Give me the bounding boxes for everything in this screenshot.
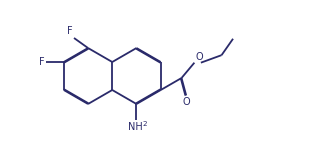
Text: NH: NH bbox=[128, 121, 143, 131]
Text: O: O bbox=[196, 52, 203, 62]
Text: 2: 2 bbox=[142, 121, 147, 127]
Text: F: F bbox=[67, 26, 73, 37]
Text: O: O bbox=[182, 97, 190, 107]
Text: F: F bbox=[39, 57, 45, 67]
